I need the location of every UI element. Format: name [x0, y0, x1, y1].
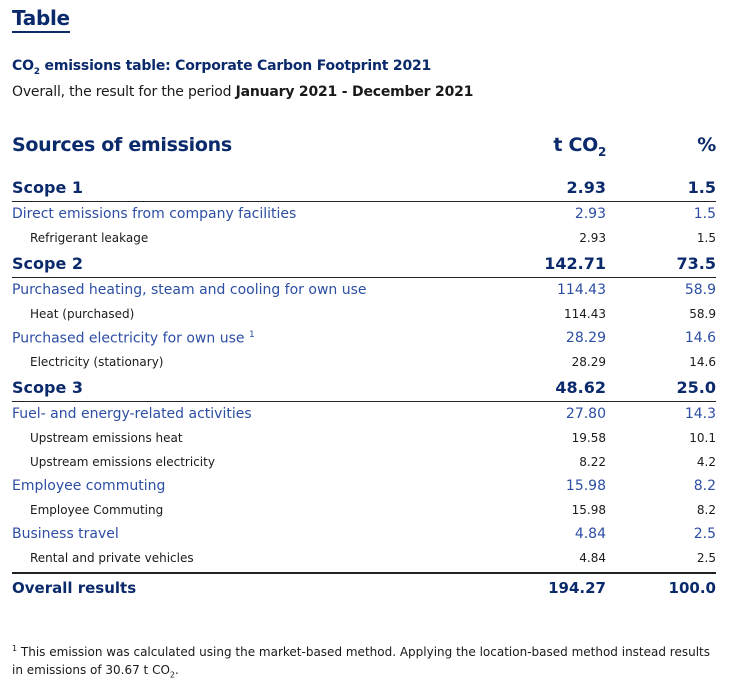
row-label: Upstream emissions heat	[30, 431, 183, 445]
total-percent: 100.0	[668, 579, 716, 597]
category-row: Business travel 4.84 2.5	[12, 522, 716, 546]
footnote: 1 This emission was calculated using the…	[12, 644, 710, 680]
header-sources: Sources of emissions	[12, 134, 232, 156]
row-label: Scope 2	[12, 254, 84, 273]
row-percent: 4.2	[696, 455, 716, 469]
row-percent: 1.5	[687, 178, 716, 197]
footnote-marker: 1	[248, 330, 255, 340]
emissions-table: Sources of emissions t CO2 % Scope 1 2.93…	[12, 130, 716, 604]
row-percent: 2.5	[693, 526, 716, 542]
scope-row: Scope 3 48.62 25.0	[12, 374, 716, 402]
page-heading: Table	[12, 6, 70, 33]
row-tco2: 27.80	[565, 406, 606, 422]
row-percent: 1.5	[696, 231, 716, 245]
row-label: Heat (purchased)	[30, 307, 135, 321]
row-tco2: 2.93	[579, 231, 606, 245]
row-tco2: 4.84	[574, 526, 606, 542]
row-tco2: 19.58	[571, 431, 606, 445]
row-label: Fuel- and energy-related activities	[12, 406, 252, 422]
table-header: Sources of emissions t CO2 %	[12, 130, 716, 174]
category-row: Employee commuting 15.98 8.2	[12, 474, 716, 498]
period-line: Overall, the result for the period Janua…	[12, 84, 474, 100]
header-percent: %	[697, 134, 716, 156]
row-percent: 58.9	[689, 307, 716, 321]
row-label: Employee Commuting	[30, 503, 164, 517]
row-percent: 25.0	[676, 378, 716, 397]
row-tco2: 15.98	[565, 478, 606, 494]
row-percent: 14.6	[689, 355, 716, 369]
row-tco2: 114.43	[557, 282, 606, 298]
row-percent: 1.5	[693, 206, 716, 222]
row-percent: 73.5	[676, 254, 716, 273]
row-label: Purchased electricity for own use 1	[12, 330, 255, 347]
row-label: Employee commuting	[12, 478, 166, 494]
subcategory-row: Upstream emissions heat 19.58 10.1	[12, 426, 716, 450]
row-label: Purchased heating, steam and cooling for…	[12, 282, 367, 298]
row-label: Refrigerant leakage	[30, 231, 149, 245]
row-tco2: 28.29	[571, 355, 606, 369]
row-percent: 8.2	[693, 478, 716, 494]
row-tco2: 48.62	[555, 378, 606, 397]
row-percent: 14.6	[684, 330, 716, 346]
row-percent: 8.2	[696, 503, 716, 517]
category-row: Purchased electricity for own use 1 28.29…	[12, 326, 716, 350]
row-percent: 58.9	[684, 282, 716, 298]
row-tco2: 15.98	[571, 503, 606, 517]
total-label: Overall results	[12, 579, 137, 597]
row-tco2: 8.22	[579, 455, 606, 469]
row-label: Direct emissions from company facilities	[12, 206, 297, 222]
row-label: Rental and private vehicles	[30, 551, 194, 565]
header-unit: t CO2	[553, 134, 606, 159]
subcategory-row: Refrigerant leakage 2.93 1.5	[12, 226, 716, 250]
row-label: Electricity (stationary)	[30, 355, 164, 369]
row-label: Scope 3	[12, 378, 84, 397]
category-row: Direct emissions from company facilities…	[12, 202, 716, 226]
subcategory-row: Electricity (stationary) 28.29 14.6	[12, 350, 716, 374]
category-row: Purchased heating, steam and cooling for…	[12, 278, 716, 302]
row-tco2: 28.29	[565, 330, 606, 346]
row-label: Scope 1	[12, 178, 84, 197]
category-row: Fuel- and energy-related activities 27.80…	[12, 402, 716, 426]
subcategory-row: Heat (purchased) 114.43 58.9	[12, 302, 716, 326]
scope-row: Scope 1 2.93 1.5	[12, 174, 716, 202]
scope-row: Scope 2 142.71 73.5	[12, 250, 716, 278]
period-range: January 2021 - December 2021	[235, 84, 474, 100]
table-subtitle: CO2 emissions table: Corporate Carbon Fo…	[12, 58, 432, 77]
total-tco2: 194.27	[548, 579, 606, 597]
subcategory-row: Rental and private vehicles 4.84 2.5	[12, 546, 716, 570]
row-tco2: 4.84	[579, 551, 606, 565]
row-percent: 10.1	[689, 431, 716, 445]
row-label: Business travel	[12, 526, 119, 542]
row-percent: 2.5	[696, 551, 716, 565]
row-tco2: 142.71	[544, 254, 606, 273]
row-tco2: 2.93	[566, 178, 606, 197]
subcategory-row: Upstream emissions electricity 8.22 4.2	[12, 450, 716, 474]
row-label: Upstream emissions electricity	[30, 455, 215, 469]
row-tco2: 2.93	[574, 206, 606, 222]
row-percent: 14.3	[684, 406, 716, 422]
subcategory-row: Employee Commuting 15.98 8.2	[12, 498, 716, 522]
total-row: Overall results 194.27 100.0	[12, 572, 716, 604]
row-tco2: 114.43	[564, 307, 606, 321]
